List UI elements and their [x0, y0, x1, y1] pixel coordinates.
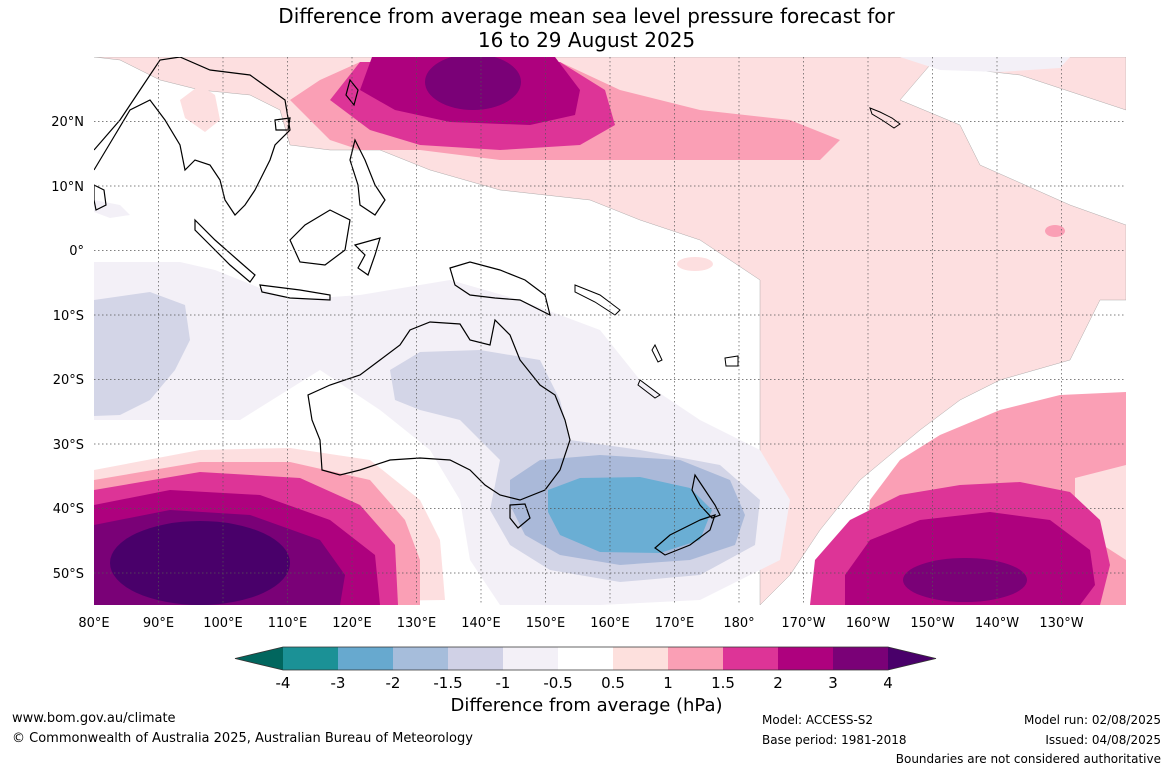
colorbar-label: Difference from average (hPa): [450, 695, 723, 716]
colorbar-segment: [778, 647, 833, 670]
lon-label-180: 180°: [723, 616, 754, 631]
coast-hawaii: [869, 107, 901, 129]
lon-label-110E: 110°E: [268, 616, 308, 631]
coast-hainan: [274, 117, 291, 131]
colorbar-extend-high: [888, 647, 936, 670]
anomaly-pos1-spot: [1045, 225, 1065, 237]
coast-sumatra: [194, 218, 256, 283]
pressure-anomaly-map: 20°N 10°N 0° 10°S 20°S 30°S 40°S 50°S 80…: [51, 57, 1126, 631]
colorbar-ticks: -4 -3 -2 -1.5 -1 -0.5 0.5 1 1.5 2 3 4: [276, 674, 893, 692]
copyright-text: © Commonwealth of Australia 2025, Austra…: [12, 731, 473, 746]
coast-sri-lanka: [94, 184, 107, 211]
coast-asia-mainland: [94, 57, 291, 216]
lat-label-10N: 10°N: [51, 180, 84, 195]
model-run-date: Model run: 02/08/2025: [1023, 713, 1161, 727]
lon-label-120E: 120°E: [332, 616, 372, 631]
lon-label-90E: 90°E: [143, 616, 174, 631]
title-line-1: Difference from average mean sea level p…: [278, 4, 895, 28]
issued-date: Issued: 04/08/2025: [1045, 733, 1161, 747]
cb-tick-p05: 0.5: [601, 674, 625, 692]
colorbar-segment: [393, 647, 448, 670]
cb-tick-p4: 4: [883, 674, 893, 692]
cb-tick-p1: 1: [663, 674, 673, 692]
cb-tick-m1: -1: [496, 674, 511, 692]
lon-label-160E: 160°E: [590, 616, 630, 631]
graticule: [94, 57, 1126, 605]
colorbar-segment: [668, 647, 723, 670]
lon-label-150W: 150°W: [910, 616, 954, 631]
coast-new-zealand-south: [654, 514, 716, 556]
cb-tick-m15: -1.5: [433, 674, 462, 692]
coast-new-zealand-north: [691, 473, 721, 519]
anomaly-pos05-indochina: [180, 85, 220, 132]
lon-label-140W: 140°W: [975, 616, 1019, 631]
lat-label-10S: 10°S: [53, 309, 84, 324]
colorbar-segment: [503, 647, 558, 670]
colorbar: -4 -3 -2 -1.5 -1 -0.5 0.5 1 1.5 2 3 4: [234, 646, 937, 692]
latitude-labels: 20°N 10°N 0° 10°S 20°S 30°S 40°S 50°S: [51, 115, 84, 582]
colorbar-segment: [723, 647, 778, 670]
anomaly-pos3-southeast: [903, 558, 1027, 602]
lon-label-130W: 130°W: [1039, 616, 1083, 631]
website-link[interactable]: www.bom.gov.au/climate: [12, 711, 176, 726]
lat-label-40S: 40°S: [53, 502, 84, 517]
chart-title: Difference from average mean sea level p…: [0, 4, 1173, 52]
colorbar-segment: [613, 647, 668, 670]
colorbar-segment: [338, 647, 393, 670]
lat-label-50S: 50°S: [53, 567, 84, 582]
lon-label-170W: 170°W: [781, 616, 825, 631]
anomaly-neg1-west: [94, 292, 190, 416]
coast-borneo: [289, 209, 351, 266]
colorbar-segment: [283, 647, 338, 670]
coast-sulawesi: [353, 237, 381, 276]
anomaly-pos4-southwest: [110, 521, 290, 605]
cb-tick-p15: 1.5: [711, 674, 735, 692]
anomaly-neg05-top: [900, 57, 1070, 72]
title-line-2: 16 to 29 August 2025: [477, 28, 696, 52]
lon-label-150E: 150°E: [526, 616, 566, 631]
cb-tick-p2: 2: [773, 674, 783, 692]
lon-label-130E: 130°E: [397, 616, 437, 631]
cb-tick-m05: -0.5: [543, 674, 572, 692]
cb-tick-m4: -4: [276, 674, 291, 692]
model-name: Model: ACCESS-S2: [762, 713, 874, 727]
colorbar-segments: [234, 646, 937, 671]
coast-australia: [307, 318, 571, 501]
coast-taiwan: [345, 78, 359, 107]
colorbar-extend-low: [235, 647, 283, 670]
coast-vanuatu: [651, 343, 663, 363]
lon-label-140E: 140°E: [461, 616, 501, 631]
cb-tick-m3: -3: [331, 674, 346, 692]
lon-label-170E: 170°E: [655, 616, 695, 631]
lat-label-30S: 30°S: [53, 438, 84, 453]
anomaly-pos05-se-inner: [1075, 465, 1126, 560]
boundaries-disclaimer: Boundaries are not considered authoritat…: [895, 752, 1161, 766]
base-period: Base period: 1981-2018: [762, 733, 907, 747]
cb-tick-m2: -2: [386, 674, 401, 692]
lon-label-100E: 100°E: [203, 616, 243, 631]
coast-java: [259, 284, 331, 301]
anomaly-pos3-north: [425, 57, 521, 110]
anomaly-neg05-nw-strip: [94, 200, 130, 218]
cb-tick-p3: 3: [828, 674, 838, 692]
lat-label-20S: 20°S: [53, 373, 84, 388]
lon-label-80E: 80°E: [78, 616, 109, 631]
coast-fiji: [724, 355, 739, 367]
colorbar-outline: [234, 646, 937, 671]
lon-label-160W: 160°W: [846, 616, 890, 631]
colorbar-segment: [448, 647, 503, 670]
coast-new-caledonia: [637, 379, 661, 399]
map-plot-area: [94, 57, 1126, 605]
coast-philippines: [349, 138, 386, 216]
longitude-labels: 80°E 90°E 100°E 110°E 120°E 130°E 140°E …: [78, 616, 1083, 631]
lat-label-0: 0°: [69, 244, 84, 259]
anomaly-pos05-spot: [677, 257, 713, 271]
coast-tasmania: [509, 503, 531, 529]
colorbar-segment: [833, 647, 888, 670]
lat-label-20N: 20°N: [51, 115, 84, 130]
colorbar-segment: [558, 647, 613, 670]
